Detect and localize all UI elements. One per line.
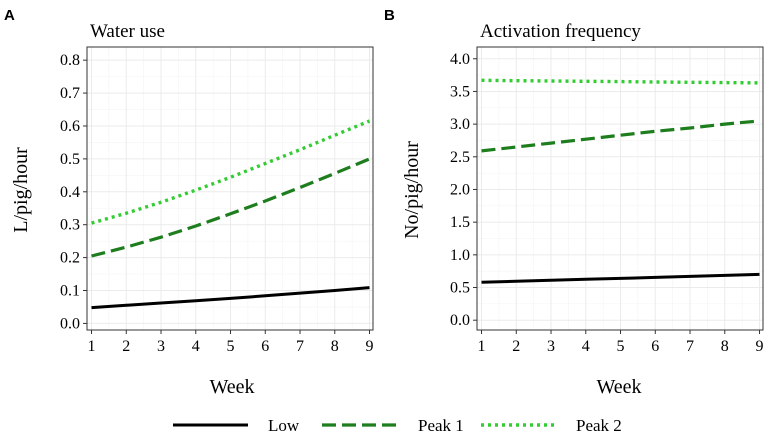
panel-b-y-tick-label: 1.0 xyxy=(450,247,470,264)
legend-label-peak-1: Peak 1 xyxy=(418,416,464,435)
panel-b-frame xyxy=(476,46,764,331)
panel-a-x-axis-title: Week xyxy=(209,376,254,398)
panel-a-series-peak-2 xyxy=(91,119,371,225)
panel-b-letter: B xyxy=(384,7,395,24)
panel-a-y-tick-label: 0.7 xyxy=(60,85,80,102)
panel-a-x-tick-label: 3 xyxy=(157,338,165,355)
panel-b-x-tick-label: 4 xyxy=(582,338,590,355)
panel-a-letter: A xyxy=(4,7,15,24)
panel-a-plot: 0.0 0.1 0.2 0.3 0.4 0.5 0.6 0.7 0.8 1 2 3 4 5 6 7 8 9 xyxy=(60,46,374,355)
panel-a-x-tick-label: 6 xyxy=(261,338,269,355)
panel-a-x-tick-label: 5 xyxy=(227,338,235,355)
panel-a-y-tick-label: 0.3 xyxy=(60,217,80,234)
panel-a-y-tick-label: 0.0 xyxy=(60,315,80,332)
panel-b-x-tick-label: 5 xyxy=(617,338,625,355)
panel-b-x-tick-label: 8 xyxy=(721,338,729,355)
panel-a: A Water use 0.0 0.1 0.2 0.3 0.4 0.5 0.6 0.7 0.8 1… xyxy=(4,7,374,398)
legend-item-low: Low xyxy=(173,416,300,435)
panel-b-x-tick-label: 2 xyxy=(512,338,520,355)
panel-b-y-tick-label: 3.0 xyxy=(450,116,470,133)
legend-label-low: Low xyxy=(268,416,300,435)
panel-a-y-tick-label: 0.1 xyxy=(60,283,80,300)
panel-b-series-peak-1 xyxy=(481,119,760,153)
panel-b-y-tick-label: 4.0 xyxy=(450,51,470,68)
legend-item-peak-2: Peak 2 xyxy=(481,416,622,435)
panel-b-x-tick-label: 6 xyxy=(651,338,659,355)
panel-b-y-tick-label: 3.5 xyxy=(450,83,470,100)
panel-b-y-tick-label: 0.0 xyxy=(450,312,470,329)
panel-a-y-tick-label: 0.8 xyxy=(60,52,80,69)
panel-b-x-tick-label: 1 xyxy=(478,338,486,355)
panel-b-y-tick-label: 0.5 xyxy=(450,280,470,297)
legend-label-peak-2: Peak 2 xyxy=(576,416,622,435)
panel-b-x-tick-label: 3 xyxy=(547,338,555,355)
legend: Low Peak 1 Peak 2 xyxy=(173,416,622,435)
panel-a-x-tick-label: 1 xyxy=(88,338,96,355)
panel-b-plot: 0.0 0.5 1.0 1.5 2.0 2.5 3.0 3.5 4.0 1 2 3 4 5 6 7 8 9 xyxy=(450,46,764,355)
panel-b-title: Activation frequency xyxy=(480,21,641,42)
panel-a-frame xyxy=(86,46,374,331)
legend-item-peak-1: Peak 1 xyxy=(322,416,464,435)
panel-b-y-axis-title: No/pig/hour xyxy=(401,141,423,239)
panel-a-x-tick-label: 2 xyxy=(122,338,130,355)
panel-a-x-tick-label: 4 xyxy=(192,338,200,355)
panel-a-series-low xyxy=(91,286,370,310)
panel-b-x-axis-title: Week xyxy=(596,376,641,398)
panel-b-y-tick-label: 2.5 xyxy=(450,149,470,166)
panel-b-y-tick-label: 1.5 xyxy=(450,214,470,231)
panel-a-x-tick-label: 7 xyxy=(296,338,304,355)
panel-b-x-tick-label: 9 xyxy=(756,338,764,355)
panel-b-y-tick-label: 2.0 xyxy=(450,181,470,198)
panel-b: B Activation frequency 0.0 0.5 1.0 1.5 2.0 2.… xyxy=(384,7,764,398)
panel-a-y-axis-title: L/pig/hour xyxy=(10,147,32,233)
panel-a-series-peak-1 xyxy=(91,157,371,258)
panel-a-y-tick-label: 0.2 xyxy=(60,250,80,267)
panel-b-x-tick-label: 7 xyxy=(686,338,694,355)
panel-a-y-tick-label: 0.5 xyxy=(60,151,80,168)
panel-b-series-peak-2 xyxy=(481,78,760,85)
panel-a-y-tick-label: 0.6 xyxy=(60,118,80,135)
panel-a-x-tick-label: 8 xyxy=(331,338,339,355)
panel-b-series-low xyxy=(481,272,760,284)
panel-a-x-tick-label: 9 xyxy=(366,338,374,355)
panel-a-y-tick-label: 0.4 xyxy=(60,184,80,201)
panel-a-title: Water use xyxy=(90,21,165,42)
